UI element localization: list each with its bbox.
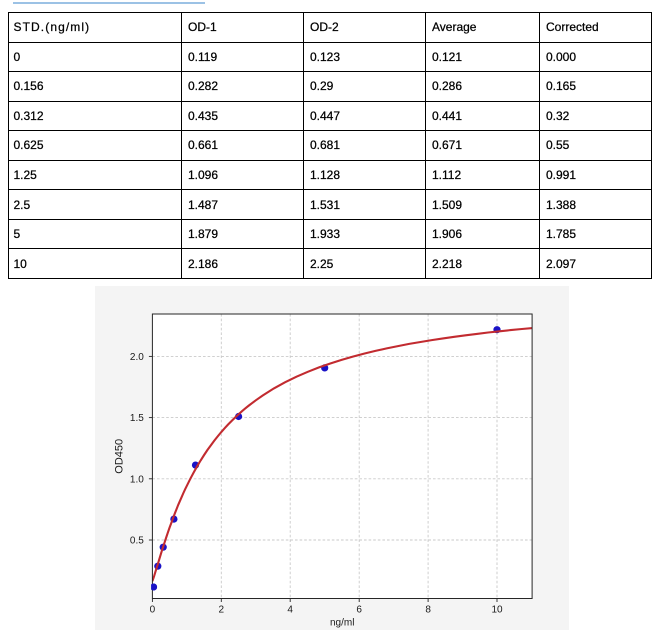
svg-text:8: 8 bbox=[425, 605, 431, 616]
svg-text:6: 6 bbox=[356, 605, 362, 616]
svg-text:1.0: 1.0 bbox=[130, 474, 144, 485]
svg-text:ng/ml: ng/ml bbox=[330, 618, 354, 629]
svg-text:0.5: 0.5 bbox=[130, 536, 144, 547]
svg-text:OD450: OD450 bbox=[113, 439, 125, 474]
svg-text:0: 0 bbox=[150, 605, 156, 616]
svg-text:1.5: 1.5 bbox=[130, 413, 144, 424]
svg-text:2: 2 bbox=[219, 605, 225, 616]
svg-text:4: 4 bbox=[287, 605, 293, 616]
svg-text:2.0: 2.0 bbox=[130, 352, 144, 363]
svg-text:10: 10 bbox=[491, 605, 503, 616]
